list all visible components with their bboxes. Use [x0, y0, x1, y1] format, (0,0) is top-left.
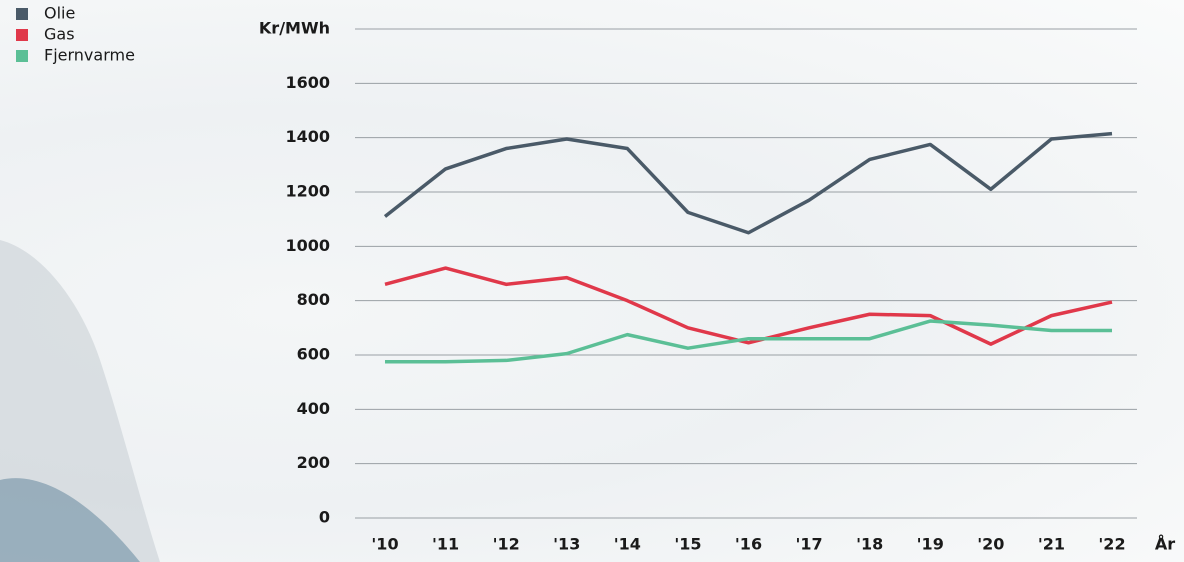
legend-label: Olie [44, 4, 75, 23]
y-tick-label: 1200 [285, 182, 330, 201]
x-tick-label: '17 [795, 535, 822, 554]
x-tick-label: '15 [674, 535, 701, 554]
y-tick-label: 1000 [285, 236, 330, 255]
y-tick-label: 800 [297, 290, 330, 309]
legend-swatch [16, 50, 28, 62]
y-tick-label: 400 [297, 399, 330, 418]
x-tick-label: '18 [856, 535, 883, 554]
legend-swatch [16, 8, 28, 20]
legend-swatch [16, 29, 28, 41]
x-axis-label: År [1155, 535, 1175, 554]
x-tick-label: '13 [553, 535, 580, 554]
x-tick-label: '19 [917, 535, 944, 554]
series-line [385, 134, 1112, 233]
y-tick-label: 600 [297, 345, 330, 364]
x-tick-label: '11 [432, 535, 459, 554]
x-tick-label: '22 [1098, 535, 1125, 554]
y-tick-label: Kr/MWh [259, 19, 330, 38]
x-tick-label: '16 [735, 535, 762, 554]
chart: Olie Gas Fjernvarme År 0 200 400 600 800 1000 12… [0, 0, 1184, 562]
y-tick-label: 200 [297, 453, 330, 472]
x-tick-label: '21 [1038, 535, 1065, 554]
legend-label: Gas [44, 25, 75, 44]
y-tick-label: 0 [319, 508, 330, 527]
series-line [385, 268, 1112, 344]
y-tick-label: 1400 [285, 127, 330, 146]
x-tick-label: '14 [614, 535, 641, 554]
legend-label: Fjernvarme [44, 46, 135, 65]
x-tick-label: '10 [371, 535, 398, 554]
y-tick-label: 1600 [285, 73, 330, 92]
legend: Olie Gas Fjernvarme [16, 4, 135, 65]
x-tick-label: '12 [493, 535, 520, 554]
x-tick-label: '20 [977, 535, 1004, 554]
